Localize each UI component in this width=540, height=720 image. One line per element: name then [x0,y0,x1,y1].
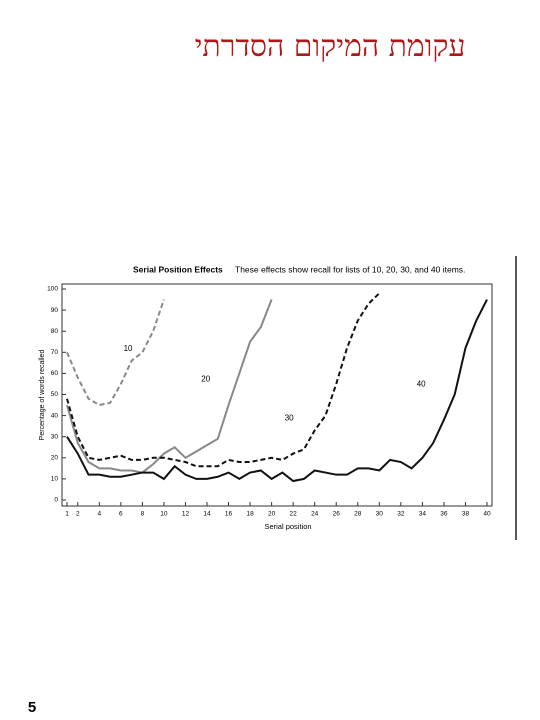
x-tick-label: 14 [203,511,211,518]
chart-subtitle: These effects show recall for lists of 1… [235,264,465,274]
y-tick-label: 100 [47,286,58,293]
x-tick-label: 2 [76,511,80,518]
x-tick-label: 10 [160,511,168,518]
x-axis-label: Serial position [264,522,311,531]
x-tick-label: 30 [376,511,384,518]
y-tick-label: 40 [51,412,59,419]
x-tick-label: 4 [97,511,101,518]
y-tick-label: 0 [54,497,58,504]
series-label: 30 [285,413,294,422]
x-tick-label: 18 [246,511,254,518]
y-tick-label: 90 [51,307,59,314]
y-tick-label: 70 [51,349,59,356]
x-tick-label: 38 [462,511,470,518]
series-label: 40 [417,380,426,389]
page-number: 5 [28,699,36,716]
x-tick-label: 26 [333,511,341,518]
x-tick-label: 34 [419,511,427,518]
y-tick-label: 60 [51,370,59,377]
y-tick-label: 80 [51,328,59,335]
x-tick-label: 28 [354,511,362,518]
x-tick-label: 20 [268,511,276,518]
x-tick-label: 36 [440,511,448,518]
slide-title: עקומת המיקום הסדרתי [195,29,466,64]
x-tick-label: 32 [397,511,405,518]
x-tick-label: 6 [119,511,123,518]
y-tick-label: 30 [51,433,59,440]
x-tick-label: 24 [311,511,319,518]
y-tick-label: 20 [51,455,59,462]
x-tick-label: 1 [65,511,69,518]
series-line [66,299,488,483]
series-label: 10 [124,344,133,353]
y-tick-label: 10 [51,476,59,483]
chart-title: Serial Position Effects [133,264,223,274]
x-tick-label: 12 [182,511,190,518]
x-tick-label: 16 [225,511,233,518]
series-line [66,292,381,468]
series-line [66,299,165,407]
x-tick-label: 8 [141,511,145,518]
series-label: 20 [201,375,210,384]
plot-frame [61,283,493,507]
series-line [66,299,273,474]
y-tick-label: 50 [51,391,59,398]
x-tick-label: 22 [290,511,298,518]
x-tick-label: 40 [483,511,491,518]
y-axis-label: Percentage of words recalled [39,350,46,441]
